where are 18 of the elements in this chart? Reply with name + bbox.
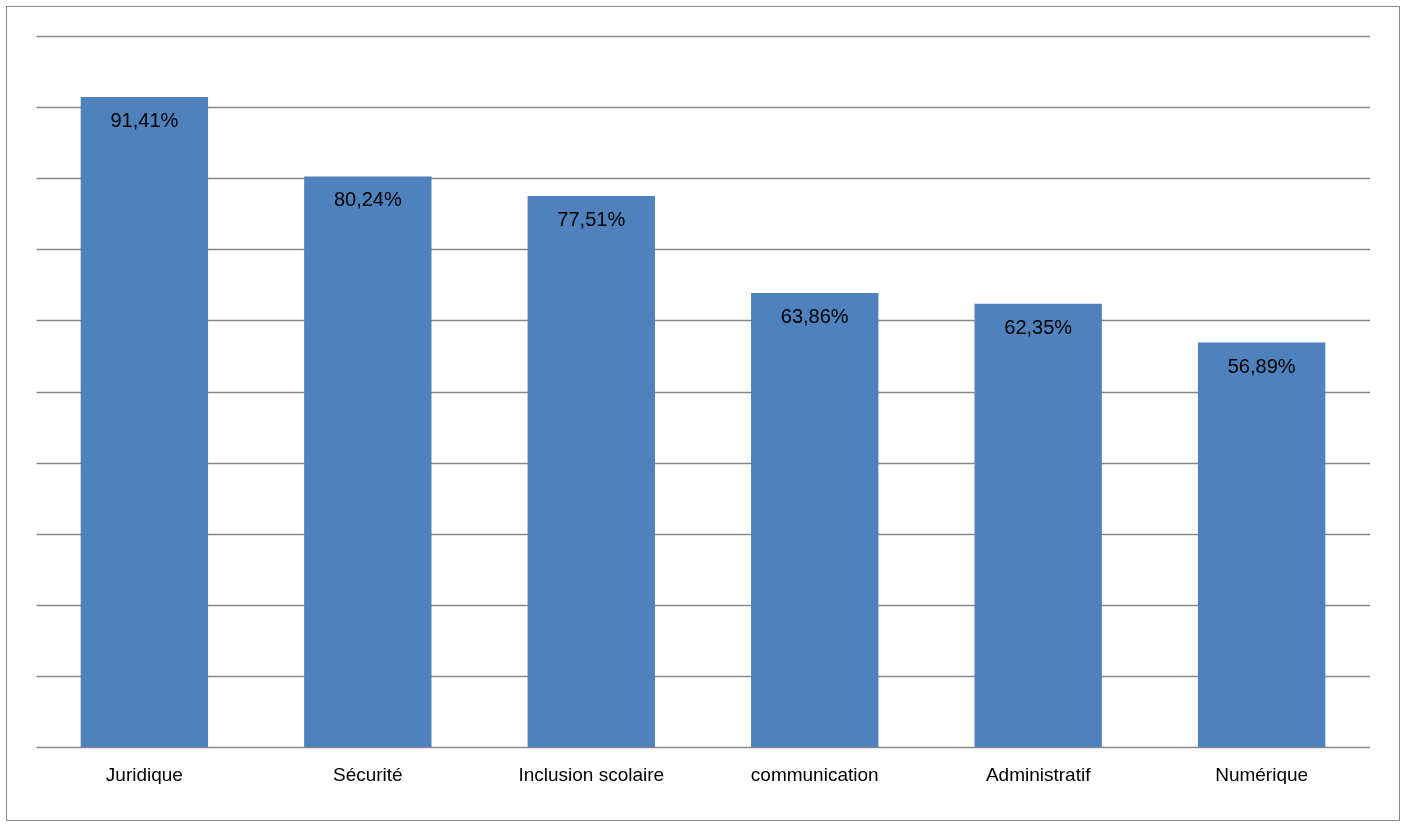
x-tick-label: Juridique: [105, 763, 183, 785]
bar: [527, 195, 655, 747]
x-tick-label: Sécurité: [332, 763, 403, 785]
data-label: 80,24%: [333, 188, 402, 211]
x-tick-label: Administratif: [985, 763, 1092, 785]
data-label: 56,89%: [1227, 354, 1296, 377]
bar: [751, 292, 879, 747]
x-tick-label: Numérique: [1215, 763, 1309, 785]
bar: [1197, 342, 1326, 747]
bar: [974, 303, 1102, 747]
bar: [304, 176, 432, 747]
data-label: 62,35%: [1004, 315, 1073, 338]
x-tick-label: Inclusion scolaire: [518, 763, 665, 785]
x-tick-label: communication: [750, 763, 879, 785]
data-label: 63,86%: [780, 304, 849, 327]
bar: [80, 97, 209, 747]
data-label: 91,41%: [110, 109, 179, 132]
data-label: 77,51%: [557, 207, 626, 230]
